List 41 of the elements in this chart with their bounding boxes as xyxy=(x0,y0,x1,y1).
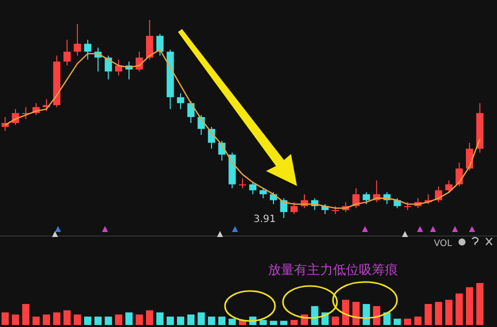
bar xyxy=(456,294,463,325)
bar xyxy=(63,310,71,325)
bar xyxy=(187,314,195,325)
bar xyxy=(260,320,267,325)
bar xyxy=(208,316,216,325)
bar xyxy=(84,316,92,325)
bar xyxy=(218,316,226,325)
bar xyxy=(332,316,339,325)
bar xyxy=(270,320,278,325)
bar xyxy=(115,314,122,325)
bar xyxy=(156,312,164,325)
bar xyxy=(394,318,401,325)
bar xyxy=(32,316,40,325)
bar xyxy=(42,314,50,325)
annotation: 3.91 xyxy=(254,214,276,225)
bar xyxy=(125,312,133,325)
bar xyxy=(176,316,184,325)
bar xyxy=(311,306,318,325)
bar xyxy=(466,287,474,325)
bar xyxy=(74,314,82,325)
text: VOL xyxy=(434,239,452,249)
bar xyxy=(404,318,412,325)
bar xyxy=(424,304,432,325)
bar xyxy=(2,312,9,325)
bar xyxy=(290,320,298,325)
bar xyxy=(104,316,112,325)
bar xyxy=(198,312,205,325)
bar xyxy=(476,283,484,325)
bar xyxy=(414,316,422,325)
bar xyxy=(445,300,452,325)
text: 放量有主力低位吸筹痕 xyxy=(268,262,398,278)
bar xyxy=(12,314,20,325)
bar xyxy=(146,310,154,325)
bar xyxy=(280,320,288,325)
bar xyxy=(136,314,143,325)
bar xyxy=(94,316,102,325)
bar xyxy=(53,312,60,325)
bar xyxy=(22,304,30,325)
bar xyxy=(228,318,236,325)
bar xyxy=(166,316,174,325)
bar xyxy=(434,302,442,325)
